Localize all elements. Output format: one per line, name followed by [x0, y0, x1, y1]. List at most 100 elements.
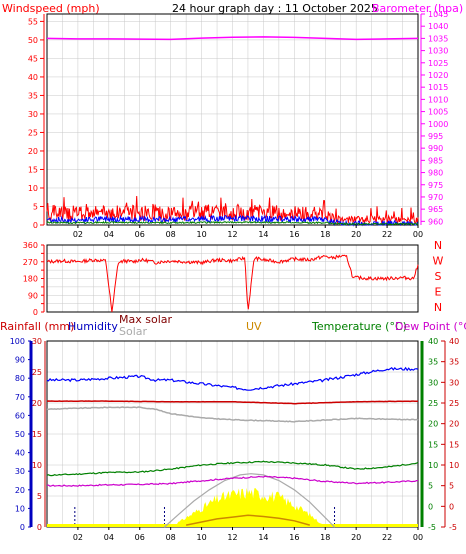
temperature-tick-label: 30	[428, 378, 438, 387]
y2-tick-label: 1020	[428, 71, 448, 80]
rainfall-tick-label: 20	[32, 399, 42, 408]
temperature-tick-label: 15	[428, 440, 438, 449]
chart-title: 24 hour graph day : 11 October 2025	[172, 2, 378, 15]
series-dew-point	[46, 475, 419, 487]
temperature-tick-label: 20	[428, 420, 438, 429]
y-tick-label: 10	[28, 184, 38, 193]
dewpoint-tick-label: 35	[449, 358, 459, 367]
x-tick-label: 22	[382, 230, 392, 239]
y2-tick-label: 975	[428, 181, 443, 190]
y-tick-label: 45	[28, 54, 38, 63]
dewpoint-tick-label: 10	[449, 461, 459, 470]
x-tick-label: 04	[104, 230, 114, 239]
rainfall-tick-label: 25	[32, 368, 42, 377]
x-tick-label: 14	[258, 533, 268, 542]
legend-solar: Solar	[119, 325, 148, 338]
y-tick-label: 35	[28, 91, 38, 100]
legend-max-solar: Max solar	[119, 313, 172, 326]
x-tick-label: 12	[227, 230, 237, 239]
series-wind-minimum	[46, 220, 419, 226]
compass-label: N	[434, 301, 442, 314]
compass-label: W	[433, 255, 444, 268]
rainfall-tick-label: 10	[32, 461, 42, 470]
x-tick-label: 00	[413, 230, 423, 239]
x-tick-label: 06	[135, 533, 145, 542]
temperature-tick-label: 25	[428, 399, 438, 408]
windspeed-axis-title: Windspeed (mph)	[2, 2, 100, 15]
y-tick-label: 30	[28, 110, 38, 119]
humidity-tick-label: 10	[15, 504, 25, 513]
x-tick-label: 02	[73, 533, 83, 542]
humidity-tick-label: 90	[15, 356, 25, 365]
compass-label: N	[434, 239, 442, 252]
temperature-tick-label: 40	[428, 337, 438, 346]
y-tick-label: 180	[23, 275, 38, 284]
x-tick-label: 16	[289, 230, 299, 239]
humidity-tick-label: 30	[15, 467, 25, 476]
humidity-tick-label: 40	[15, 449, 25, 458]
y-tick-label: 55	[28, 17, 38, 26]
temperature-tick-label: 0	[428, 502, 433, 511]
x-tick-label: 04	[104, 533, 114, 542]
x-tick-label: 00	[413, 533, 423, 542]
legend-rainfall: Rainfall (mm)	[0, 320, 74, 333]
legend-uv: UV	[246, 320, 262, 333]
dewpoint-tick-label: 0	[449, 502, 454, 511]
y2-tick-label: 990	[428, 144, 443, 153]
y2-tick-label: 1000	[428, 120, 448, 129]
temperature-tick-label: 5	[428, 482, 433, 491]
rainfall-tick-label: 30	[32, 337, 42, 346]
y2-tick-label: 970	[428, 193, 443, 202]
temperature-tick-label: 35	[428, 358, 438, 367]
humidity-tick-label: 100	[10, 337, 25, 346]
x-tick-label: 16	[289, 533, 299, 542]
humidity-tick-label: 20	[15, 486, 25, 495]
series-wind-gust	[46, 195, 419, 225]
temperature-humidity-panel: Rainfall (mm) Humidity Max solar Solar U…	[0, 313, 466, 542]
x-tick-label: 18	[320, 533, 330, 542]
x-tick-label: 08	[166, 533, 176, 542]
humidity-tick-label: 80	[15, 374, 25, 383]
dewpoint-tick-label: -5	[449, 523, 457, 532]
y-tick-label: 40	[28, 73, 38, 82]
y-tick-label: 15	[28, 165, 38, 174]
humidity-tick-label: 50	[15, 430, 25, 439]
dewpoint-tick-label: 25	[449, 399, 459, 408]
x-tick-label: 20	[351, 230, 361, 239]
humidity-tick-label: 0	[20, 523, 25, 532]
y-tick-label: 5	[33, 202, 38, 211]
humidity-tick-label: 60	[15, 411, 25, 420]
temperature-tick-label: -5	[428, 523, 436, 532]
rainfall-tick-label: 15	[32, 430, 42, 439]
y2-tick-label: 965	[428, 205, 443, 214]
y-tick-label: 20	[28, 147, 38, 156]
y-tick-label: 25	[28, 128, 38, 137]
x-tick-label: 22	[382, 533, 392, 542]
dewpoint-tick-label: 30	[449, 378, 459, 387]
x-tick-label: 08	[166, 230, 176, 239]
rainfall-tick-label: 0	[37, 523, 42, 532]
series-rainfall	[46, 400, 418, 405]
y2-tick-label: 1010	[428, 95, 448, 104]
rainfall-tick-label: 5	[37, 492, 42, 501]
y-tick-label: 0	[33, 221, 38, 230]
y2-tick-label: 1030	[428, 47, 448, 56]
x-tick-label: 10	[196, 230, 206, 239]
x-tick-label: 02	[73, 230, 83, 239]
series-solar-fill	[170, 487, 326, 527]
series-temperature	[46, 460, 419, 477]
y-tick-label: 270	[23, 258, 38, 267]
y2-tick-label: 1045	[428, 10, 448, 19]
x-tick-label: 06	[135, 230, 145, 239]
series-humidity	[46, 366, 419, 391]
y-tick-label: 360	[23, 241, 38, 250]
series-uv	[185, 514, 311, 526]
plot-frame	[46, 244, 419, 313]
series-barometer	[46, 36, 419, 41]
y2-tick-label: 980	[428, 169, 443, 178]
series-wind-average	[46, 214, 419, 227]
legend-dew-point: Dew Point (°C)	[395, 320, 466, 333]
series-solar	[46, 406, 419, 423]
y2-tick-label: 960	[428, 217, 443, 226]
x-tick-label: 18	[320, 230, 330, 239]
